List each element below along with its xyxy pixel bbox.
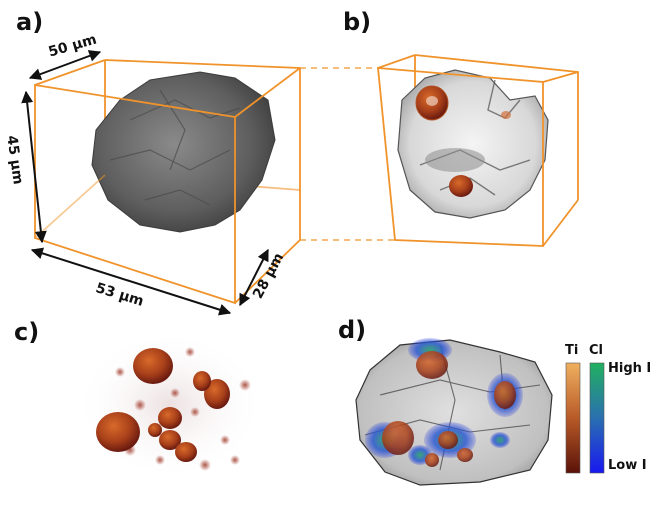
depth-arrow — [28, 50, 102, 80]
ti-spots-c — [115, 347, 251, 471]
panel-label-b: b) — [343, 8, 372, 36]
ti-inclusion-tiny — [501, 111, 511, 119]
slice-shadow — [425, 148, 485, 172]
panel-label-d: d) — [338, 316, 367, 344]
ti-inclusions-c — [96, 348, 230, 462]
panel-d — [355, 338, 553, 486]
cl-label: Cl — [589, 343, 603, 358]
gray-particle — [91, 71, 276, 233]
bounding-box-b-front — [376, 54, 579, 247]
particle-texture — [109, 89, 241, 206]
panel-b — [376, 54, 579, 247]
panel-c — [75, 330, 265, 480]
ti-colorbar — [565, 362, 581, 474]
ti-inclusion-small — [449, 175, 473, 197]
thickness-arrow — [239, 248, 269, 307]
cl-colorbar — [589, 362, 605, 474]
panel-a — [21, 50, 301, 316]
ti-inclusions-d — [382, 351, 516, 467]
width-arrow — [30, 247, 232, 316]
zoom-connectors — [300, 67, 395, 241]
panel-label-a: a) — [16, 8, 44, 36]
high-intensity-label: High I — [608, 361, 652, 376]
glass-particle — [355, 339, 553, 486]
ti-label: Ti — [565, 343, 579, 358]
height-arrow — [21, 90, 47, 244]
ti-inclusion-highlight — [426, 96, 438, 106]
panel-label-c: c) — [14, 318, 40, 346]
low-intensity-label: Low I — [608, 458, 647, 473]
